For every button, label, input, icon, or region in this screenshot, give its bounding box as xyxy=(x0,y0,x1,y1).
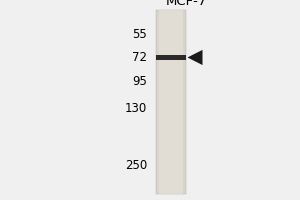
Text: 250: 250 xyxy=(125,159,147,172)
Text: MCF-7: MCF-7 xyxy=(165,0,207,8)
Bar xyxy=(159,10,183,194)
Polygon shape xyxy=(188,50,202,65)
Text: 55: 55 xyxy=(132,28,147,41)
Text: 130: 130 xyxy=(125,102,147,115)
Text: 95: 95 xyxy=(132,75,147,88)
Text: 72: 72 xyxy=(132,51,147,64)
Bar xyxy=(156,55,186,60)
Bar xyxy=(156,10,186,194)
